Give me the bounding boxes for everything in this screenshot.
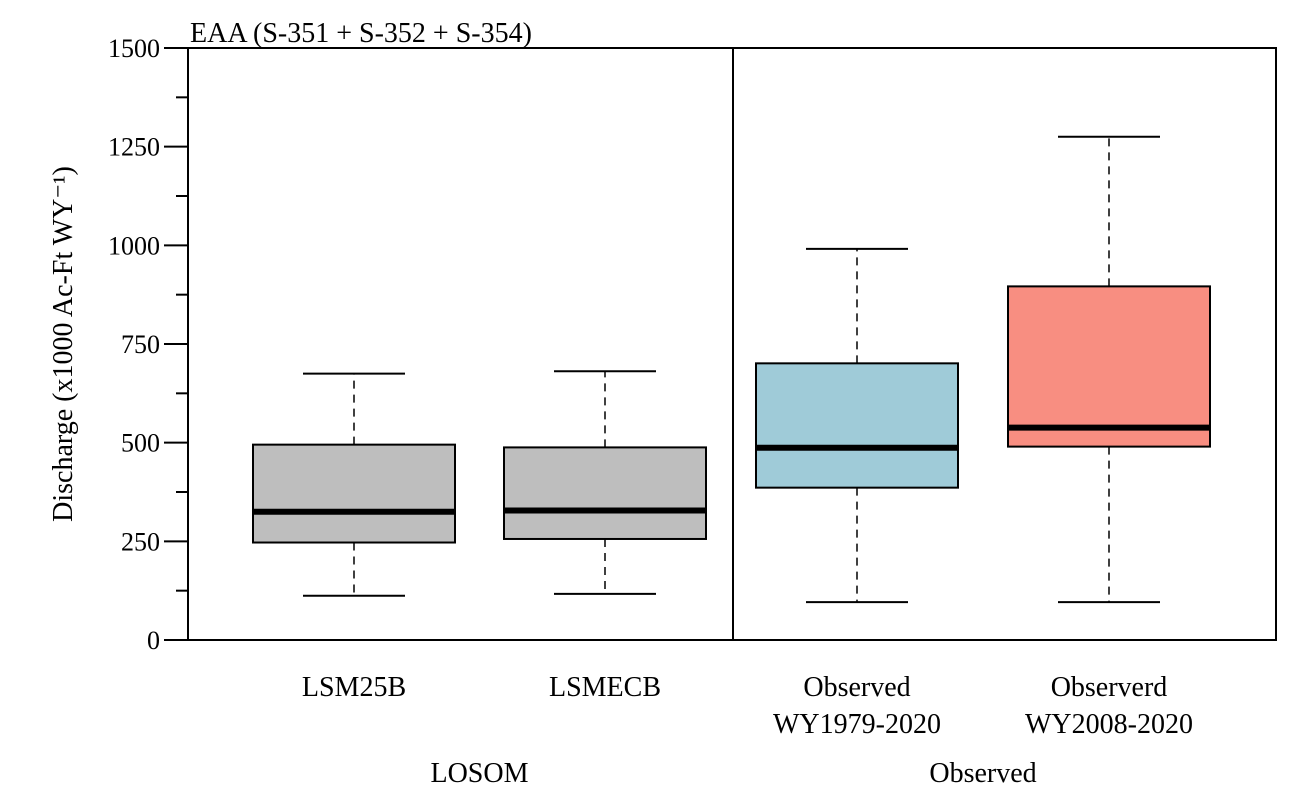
x-category-label: WY2008-2020 bbox=[1025, 709, 1193, 740]
x-category-label: LSMECB bbox=[549, 672, 661, 703]
iqr-box bbox=[503, 446, 707, 540]
box-1 bbox=[503, 370, 707, 595]
x-category-label: WY1979-2020 bbox=[773, 709, 941, 740]
y-tick-label: 250 bbox=[121, 527, 160, 556]
x-category-label: LSM25B bbox=[302, 672, 406, 703]
y-tick-label: 0 bbox=[147, 626, 160, 655]
y-axis-label: Discharge (x1000 Ac-Ft WY⁻¹) bbox=[48, 166, 79, 522]
group-label: LOSOM bbox=[430, 758, 528, 789]
y-tick-label: 750 bbox=[121, 330, 160, 359]
iqr-box bbox=[1007, 285, 1211, 448]
x-category-label: Observed bbox=[803, 672, 910, 703]
y-tick-label: 500 bbox=[121, 429, 160, 458]
box-3 bbox=[1007, 135, 1211, 604]
box-2 bbox=[755, 247, 959, 604]
group-label: Observed bbox=[929, 758, 1036, 789]
x-category-label: Observerd bbox=[1051, 672, 1168, 703]
chart-title: EAA (S-351 + S-352 + S-354) bbox=[190, 18, 532, 49]
iqr-box bbox=[252, 443, 456, 544]
box-0 bbox=[252, 372, 456, 597]
y-tick-label: 1500 bbox=[108, 34, 160, 63]
iqr-box bbox=[755, 362, 959, 489]
y-tick-label: 1250 bbox=[108, 133, 160, 162]
y-tick-label: 1000 bbox=[108, 231, 160, 260]
